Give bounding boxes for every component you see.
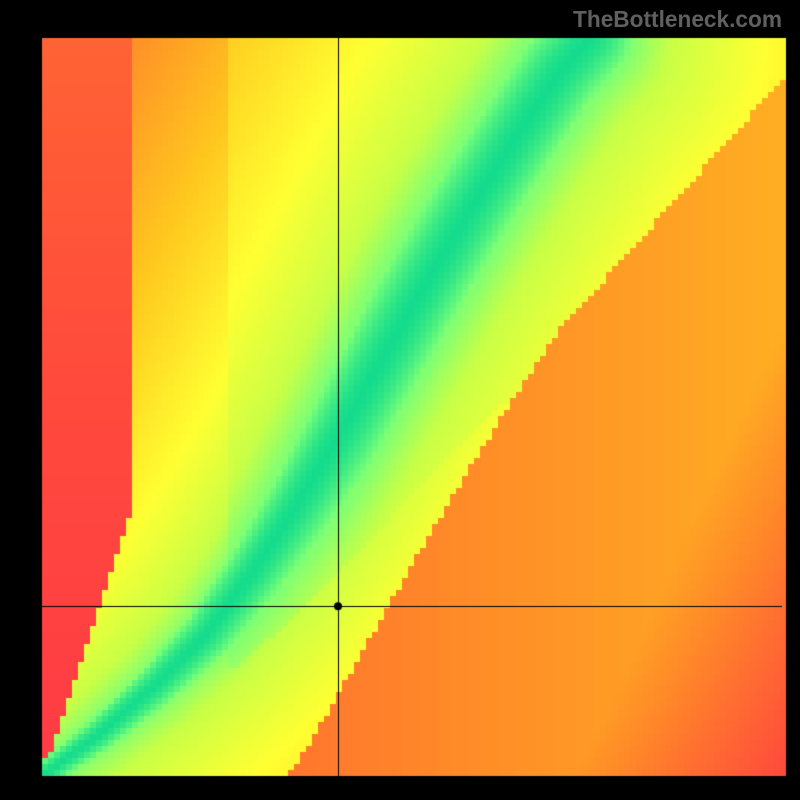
bottleneck-heatmap (0, 0, 800, 800)
watermark-text: TheBottleneck.com (573, 6, 782, 33)
chart-container: TheBottleneck.com (0, 0, 800, 800)
